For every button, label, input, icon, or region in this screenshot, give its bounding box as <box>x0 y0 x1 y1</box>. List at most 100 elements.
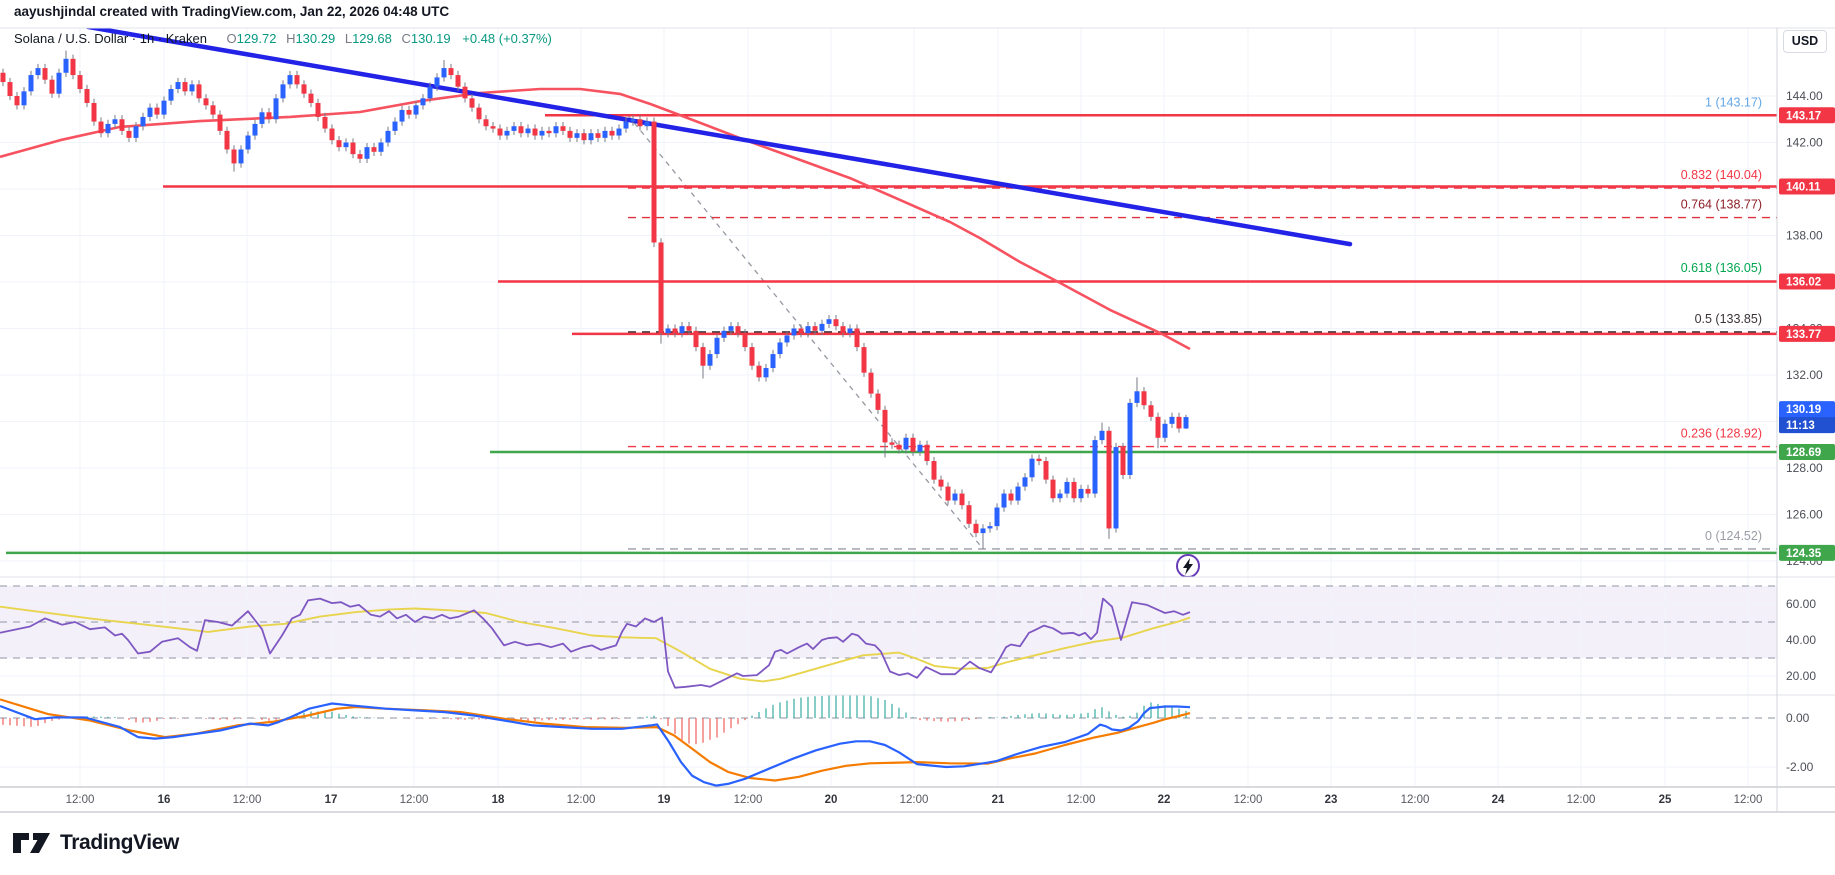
candle <box>1148 401 1154 422</box>
fib-level-label[interactable]: 0.832 (140.04) <box>1681 168 1762 182</box>
candle-body <box>812 326 818 331</box>
candle-body <box>833 319 839 327</box>
lightning-marker-button[interactable] <box>1176 554 1200 577</box>
candle <box>805 321 811 338</box>
candle <box>742 328 748 352</box>
rsi-pane <box>0 597 1191 689</box>
candle-body <box>1099 430 1105 441</box>
candle-body <box>420 98 426 106</box>
time-tick-label: 12:00 <box>1734 794 1763 806</box>
attribution-text: aayushjindal created with TradingView.co… <box>14 4 450 19</box>
candle <box>609 126 615 140</box>
candle <box>406 105 412 119</box>
price-badge-value: 124.35 <box>1786 548 1822 560</box>
candle <box>574 129 580 143</box>
rsi-line <box>0 597 1191 689</box>
candle-body <box>651 121 657 243</box>
candle <box>483 115 489 131</box>
candle <box>231 145 237 172</box>
candle <box>532 124 538 140</box>
candle-body <box>357 154 363 159</box>
candle <box>728 321 734 336</box>
candle <box>1029 454 1035 482</box>
candle <box>854 324 860 352</box>
candle <box>224 126 230 154</box>
candle <box>847 324 853 338</box>
candle <box>357 149 363 163</box>
countdown-bg <box>1779 417 1835 434</box>
macd-line <box>0 702 1191 787</box>
price-badge: 124.35 <box>1779 544 1835 561</box>
price-tick-label: 132.00 <box>1786 368 1823 382</box>
candle-body <box>854 328 860 348</box>
candle-body <box>385 130 391 143</box>
candle <box>1106 426 1112 539</box>
candle-body <box>819 323 825 331</box>
fib-level-label[interactable]: 0.618 (136.05) <box>1681 261 1762 275</box>
candle <box>938 475 944 491</box>
time-axis[interactable]: 12:00 16 12:00 17 12:00 18 12:00 19 12:00 20 12:00… <box>66 794 1763 806</box>
candle-body <box>1015 486 1021 501</box>
fib-level-label[interactable]: 0.236 (128.92) <box>1681 427 1762 441</box>
candle <box>1113 442 1119 533</box>
price-badge: 136.02 <box>1779 273 1835 290</box>
rsi-tick-label: 20.00 <box>1786 669 1816 683</box>
candle <box>91 98 97 126</box>
candle <box>980 524 986 549</box>
time-tick-label: 20 <box>825 794 838 806</box>
candle <box>1064 477 1070 498</box>
candle <box>133 122 139 143</box>
price-badge-value: 136.02 <box>1786 277 1821 289</box>
tradingview-logo[interactable]: TradingView <box>13 831 179 855</box>
main-pane <box>0 27 1777 577</box>
candle-body <box>0 72 6 83</box>
fib-level-label[interactable]: 1 (143.17) <box>1705 95 1762 109</box>
candle <box>602 126 608 143</box>
price-badge-bg <box>1779 107 1835 124</box>
fib-level-label[interactable]: 0.5 (133.85) <box>1695 312 1762 326</box>
candle <box>784 331 790 347</box>
candle <box>1015 482 1021 505</box>
price-badge: 130.19 11:13 <box>1779 401 1835 434</box>
candle-body <box>133 126 139 138</box>
candle <box>168 84 174 105</box>
candle <box>749 342 755 370</box>
candle-body <box>546 130 552 134</box>
candle <box>679 321 685 338</box>
macd-pane <box>0 695 1191 787</box>
candle <box>791 324 797 340</box>
candle-body <box>273 98 279 120</box>
fib-level-label[interactable]: 0.764 (138.77) <box>1681 198 1762 212</box>
candle-body <box>784 335 790 343</box>
candle-body <box>21 91 27 106</box>
price-badge-value: 140.11 <box>1786 181 1821 193</box>
candle <box>336 135 342 152</box>
close-value: 130.19 <box>410 31 451 46</box>
candle-body <box>910 437 916 452</box>
symbol-title[interactable]: Solana / U.S. Dollar · 1h · Kraken <box>14 31 207 46</box>
candle <box>875 389 881 415</box>
currency-toggle-button[interactable]: USD <box>1783 30 1827 53</box>
open-label: O <box>226 31 237 46</box>
macd-signal-line <box>0 698 1191 782</box>
candle-body <box>280 84 286 99</box>
candle <box>623 117 629 133</box>
candle <box>1022 473 1028 491</box>
candle <box>525 124 531 138</box>
price-badge: 128.69 <box>1779 443 1835 460</box>
candle <box>280 80 286 103</box>
candle <box>861 342 867 377</box>
candle-body <box>553 126 559 134</box>
candle <box>0 68 6 87</box>
fib-level-label[interactable]: 0 (124.52) <box>1705 529 1762 543</box>
candle <box>28 70 34 96</box>
candle <box>147 103 153 122</box>
price-axis[interactable]: 144.00142.00140.00138.00136.00134.00132.… <box>1779 89 1835 774</box>
candle-body <box>609 130 615 136</box>
candle <box>287 70 293 89</box>
candle-body <box>350 142 356 155</box>
trendline-blue[interactable] <box>86 27 1353 247</box>
candle <box>945 482 951 505</box>
